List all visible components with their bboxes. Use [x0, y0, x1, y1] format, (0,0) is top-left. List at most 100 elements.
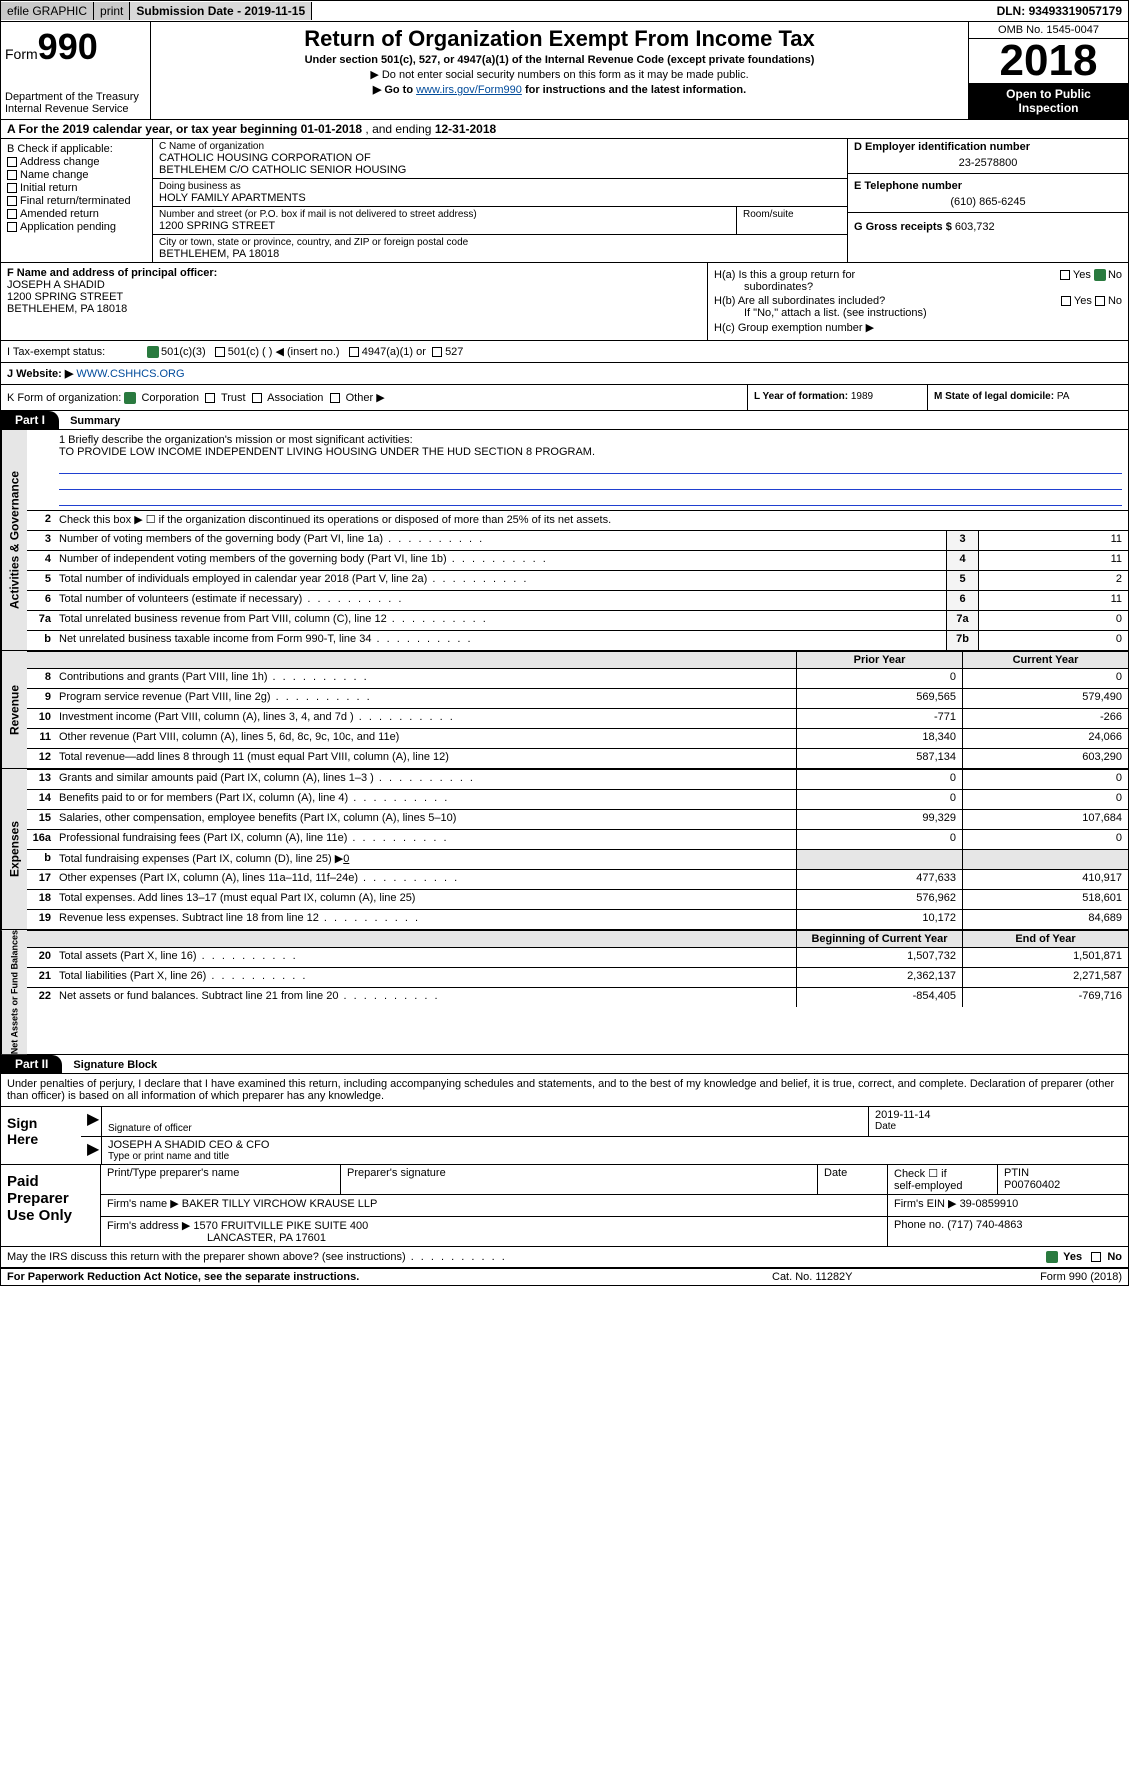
line-17: 17Other expenses (Part IX, column (A), l… [27, 869, 1128, 889]
line-7a: 7aTotal unrelated business revenue from … [27, 610, 1128, 630]
part-ii-header: Part II Signature Block [1, 1055, 1128, 1074]
form-title: Return of Organization Exempt From Incom… [159, 26, 960, 52]
arrow-icon: ▶ [81, 1137, 101, 1164]
line-5: 5Total number of individuals employed in… [27, 570, 1128, 590]
line-20: 20Total assets (Part X, line 16)1,507,73… [27, 947, 1128, 967]
line-21: 21Total liabilities (Part X, line 26)2,3… [27, 967, 1128, 987]
dept-treasury: Department of the Treasury Internal Reve… [5, 91, 146, 115]
summary-governance: Activities & Governance 1 Briefly descri… [1, 430, 1128, 651]
print-button[interactable]: print [94, 2, 130, 20]
chk-initial-return[interactable]: Initial return [7, 182, 146, 194]
side-label-net: Net Assets or Fund Balances [1, 930, 27, 1054]
irs-link[interactable]: www.irs.gov/Form990 [416, 84, 522, 96]
submission-date: Submission Date - 2019-11-15 [130, 2, 312, 20]
col-cd: C Name of organization CATHOLIC HOUSING … [153, 139, 1128, 262]
sign-here-block: Sign Here ▶ Signature of officer 2019-11… [1, 1107, 1128, 1165]
room-suite: Room/suite [737, 207, 847, 234]
line-12: 12Total revenue—add lines 8 through 11 (… [27, 748, 1128, 768]
chk-final-return[interactable]: Final return/terminated [7, 195, 146, 207]
form-container: Form990 Department of the Treasury Inter… [0, 22, 1129, 1286]
summary-expenses: Expenses 13Grants and similar amounts pa… [1, 769, 1128, 930]
line-9: 9Program service revenue (Part VIII, lin… [27, 688, 1128, 708]
chk-address-change[interactable]: Address change [7, 156, 146, 168]
line-4: 4Number of independent voting members of… [27, 550, 1128, 570]
col-c-org: C Name of organization CATHOLIC HOUSING … [153, 139, 848, 262]
row-i-tax-status: I Tax-exempt status: 501(c)(3) 501(c) ( … [1, 341, 1128, 363]
org-name-2: BETHLEHEM C/O CATHOLIC SENIOR HOUSING [159, 164, 841, 176]
officer-addr: 1200 SPRING STREET [7, 291, 701, 303]
tel-value: (610) 865-6245 [848, 194, 1128, 213]
form-header: Form990 Department of the Treasury Inter… [1, 22, 1128, 120]
line-1-mission: 1 Briefly describe the organization's mi… [27, 430, 1128, 510]
footer-row: For Paperwork Reduction Act Notice, see … [1, 1269, 1128, 1285]
line-14: 14Benefits paid to or for members (Part … [27, 789, 1128, 809]
officer-city: BETHLEHEM, PA 18018 [7, 303, 701, 315]
officer-printed-name: JOSEPH A SHADID CEO & CFO [108, 1139, 1122, 1151]
line-3: 3Number of voting members of the governi… [27, 530, 1128, 550]
check-icon [124, 392, 136, 404]
dba-block: Doing business as HOLY FAMILY APARTMENTS [153, 179, 847, 207]
summary-net-assets: Net Assets or Fund Balances Beginning of… [1, 930, 1128, 1055]
header-right: OMB No. 1545-0047 2018 Open to Public In… [968, 22, 1128, 119]
officer-signature-line: ▶ Signature of officer 2019-11-14 Date [81, 1107, 1128, 1137]
row-l-year: L Year of formation: 1989 [748, 385, 928, 410]
hb-subordinates: H(b) Are all subordinates included? Yes … [714, 295, 1122, 319]
firm-ein: 39-0859910 [960, 1198, 1019, 1210]
prior-current-header: Prior Year Current Year [27, 651, 1128, 668]
org-name-1: CATHOLIC HOUSING CORPORATION OF [159, 152, 841, 164]
submission-value: 2019-11-15 [244, 4, 305, 18]
preparer-header-row: Print/Type preparer's name Preparer's si… [101, 1165, 1128, 1195]
section-fh: F Name and address of principal officer:… [1, 263, 1128, 341]
line-16b: bTotal fundraising expenses (Part IX, co… [27, 849, 1128, 869]
mission-text: TO PROVIDE LOW INCOME INDEPENDENT LIVING… [59, 446, 1122, 458]
website-link[interactable]: WWW.CSHHCS.ORG [76, 368, 184, 380]
underline [59, 460, 1122, 474]
street-value: 1200 SPRING STREET [159, 220, 730, 232]
row-m-state: M State of legal domicile: PA [928, 385, 1128, 410]
paid-preparer-block: Paid Preparer Use Only Print/Type prepar… [1, 1165, 1128, 1247]
chk-amended-return[interactable]: Amended return [7, 208, 146, 220]
footer-notice: For Paperwork Reduction Act Notice, see … [7, 1271, 772, 1283]
dba-value: HOLY FAMILY APARTMENTS [159, 192, 841, 204]
line-7b: bNet unrelated business taxable income f… [27, 630, 1128, 650]
line-2: 2Check this box ▶ ☐ if the organization … [27, 510, 1128, 530]
ein-label: D Employer identification number [848, 139, 1128, 155]
firm-addr1: 1570 FRUITVILLE PIKE SUITE 400 [193, 1220, 368, 1232]
summary-revenue: Revenue Prior Year Current Year 8Contrib… [1, 651, 1128, 769]
form-note-link: ▶ Go to www.irs.gov/Form990 for instruct… [159, 83, 960, 96]
org-name-block: C Name of organization CATHOLIC HOUSING … [153, 139, 847, 179]
footer-catalog: Cat. No. 11282Y [772, 1271, 972, 1283]
city-block: City or town, state or province, country… [153, 235, 847, 262]
row-j-website: J Website: ▶ WWW.CSHHCS.ORG [1, 363, 1128, 385]
underline [59, 492, 1122, 506]
col-b-label: B Check if applicable: [7, 143, 146, 155]
chk-application-pending[interactable]: Application pending [7, 221, 146, 233]
discuss-row: May the IRS discuss this return with the… [1, 1247, 1128, 1269]
col-h-group: H(a) Is this a group return for Yes No s… [708, 263, 1128, 340]
check-icon [1094, 269, 1106, 281]
chk-name-change[interactable]: Name change [7, 169, 146, 181]
firm-address-row: Firm's address ▶ 1570 FRUITVILLE PIKE SU… [101, 1217, 1128, 1246]
underline [59, 476, 1122, 490]
line-6: 6Total number of volunteers (estimate if… [27, 590, 1128, 610]
row-k-org-form: K Form of organization: Corporation Trus… [1, 385, 748, 410]
penalties-text: Under penalties of perjury, I declare th… [1, 1074, 1128, 1107]
beg-end-header: Beginning of Current Year End of Year [27, 930, 1128, 947]
line-11: 11Other revenue (Part VIII, column (A), … [27, 728, 1128, 748]
officer-name-line: ▶ JOSEPH A SHADID CEO & CFO Type or prin… [81, 1137, 1128, 1164]
officer-name: JOSEPH A SHADID [7, 279, 701, 291]
ein-value: 23-2578800 [848, 155, 1128, 174]
line-8: 8Contributions and grants (Part VIII, li… [27, 668, 1128, 688]
top-toolbar: efile GRAPHIC print Submission Date - 20… [0, 0, 1129, 22]
firm-name: BAKER TILLY VIRCHOW KRAUSE LLP [182, 1198, 378, 1210]
part-i-header: Part I Summary [1, 411, 1128, 430]
paid-preparer-label: Paid Preparer Use Only [1, 1165, 101, 1246]
form-subtitle: Under section 501(c), 527, or 4947(a)(1)… [159, 54, 960, 66]
efile-label: efile GRAPHIC [1, 2, 94, 20]
check-icon [1046, 1251, 1058, 1263]
line-18: 18Total expenses. Add lines 13–17 (must … [27, 889, 1128, 909]
header-left: Form990 Department of the Treasury Inter… [1, 22, 151, 119]
line-19: 19Revenue less expenses. Subtract line 1… [27, 909, 1128, 929]
hc-exemption: H(c) Group exemption number ▶ [714, 321, 1122, 334]
check-icon [147, 346, 159, 358]
